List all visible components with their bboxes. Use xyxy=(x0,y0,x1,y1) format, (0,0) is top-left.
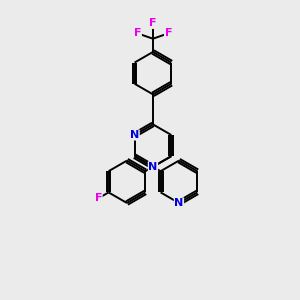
Text: N: N xyxy=(148,162,158,172)
Text: F: F xyxy=(149,18,157,28)
Text: N: N xyxy=(174,198,184,208)
Text: F: F xyxy=(164,28,172,38)
Text: F: F xyxy=(134,28,141,38)
Text: F: F xyxy=(94,193,102,203)
Text: N: N xyxy=(130,130,139,140)
